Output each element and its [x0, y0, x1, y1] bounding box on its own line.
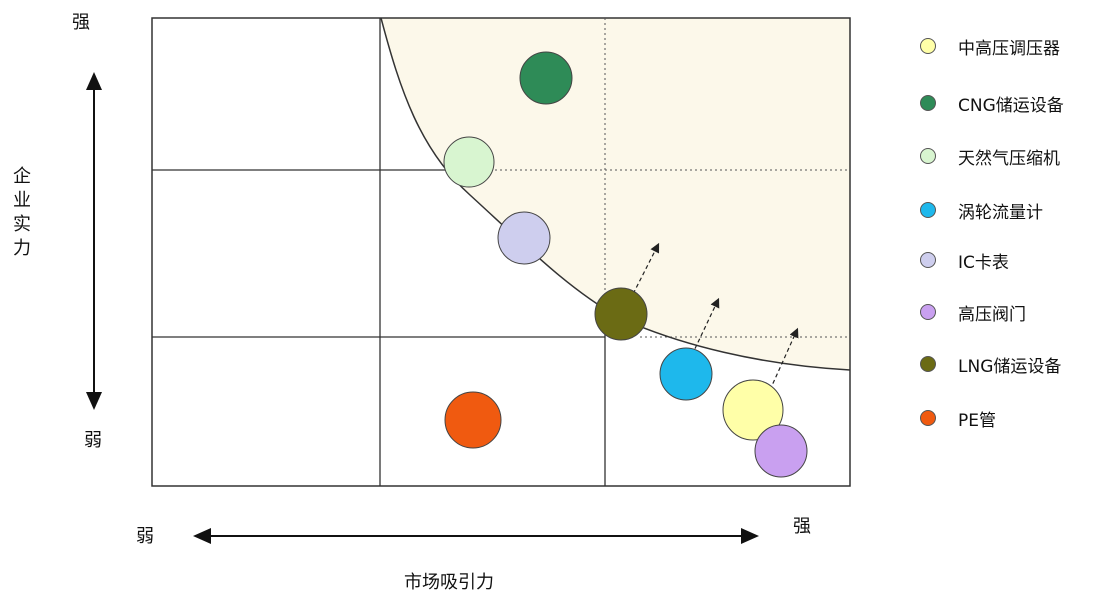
- legend-item: 涡轮流量计: [914, 194, 1043, 226]
- legend-label: IC卡表: [958, 252, 1009, 273]
- legend-swatch: [920, 356, 936, 372]
- x-axis-arrowhead-right: [741, 528, 759, 544]
- bubble-lng-storage: [594, 287, 648, 341]
- legend-item: 中高压调压器: [914, 30, 1060, 62]
- legend-item: PE管: [914, 402, 996, 434]
- y-axis-strong-label: 强: [72, 12, 90, 33]
- legend-swatch: [920, 202, 936, 218]
- y-axis-title: 企业实力: [13, 166, 31, 259]
- trend-arrow-regulator: [769, 327, 799, 391]
- matrix-frame: [151, 17, 851, 487]
- x-axis-arrowhead-left: [193, 528, 211, 544]
- bubble-pe-pipe: [444, 391, 502, 449]
- legend-label: PE管: [958, 410, 996, 431]
- legend-item: 高压阀门: [914, 296, 1026, 328]
- legend-item: LNG储运设备: [914, 348, 1061, 380]
- legend-label: 天然气压缩机: [958, 148, 1060, 169]
- legend-swatch: [920, 252, 936, 268]
- x-axis-weak-label: 弱: [136, 526, 154, 547]
- legend-label: LNG储运设备: [958, 356, 1062, 377]
- legend-swatch: [920, 38, 936, 54]
- boundary-curve: [380, 17, 851, 371]
- bubble-turbine-flowmeter: [659, 347, 713, 401]
- bubble-high-pressure-valve: [754, 424, 808, 478]
- legend-swatch: [920, 304, 936, 320]
- legend-label: 高压阀门: [958, 304, 1026, 325]
- x-axis-strong-label: 强: [793, 516, 811, 537]
- trend-arrow-turbine: [691, 297, 720, 356]
- bubble-cng-storage: [519, 51, 573, 105]
- legend-swatch: [920, 95, 936, 111]
- legend-swatch: [920, 148, 936, 164]
- legend-label: 中高压调压器: [958, 38, 1060, 59]
- legend-label: 涡轮流量计: [958, 202, 1043, 223]
- y-axis-arrowhead-up: [86, 72, 102, 90]
- legend-swatch: [920, 410, 936, 426]
- bubble-pressure-regulator: [722, 379, 784, 441]
- legend-item: CNG储运设备: [914, 87, 1064, 119]
- legend-label: CNG储运设备: [958, 95, 1064, 116]
- legend-item: 天然气压缩机: [914, 140, 1060, 172]
- y-axis-arrowhead-down: [86, 392, 102, 410]
- bubble-gas-compressor: [443, 136, 495, 188]
- attractive-region: [381, 18, 850, 370]
- bubble-ic-card-meter: [497, 211, 551, 265]
- y-axis-weak-label: 弱: [84, 430, 102, 451]
- legend-item: IC卡表: [914, 244, 1009, 276]
- x-axis-title: 市场吸引力: [404, 572, 494, 593]
- trend-arrow-lng: [629, 242, 660, 301]
